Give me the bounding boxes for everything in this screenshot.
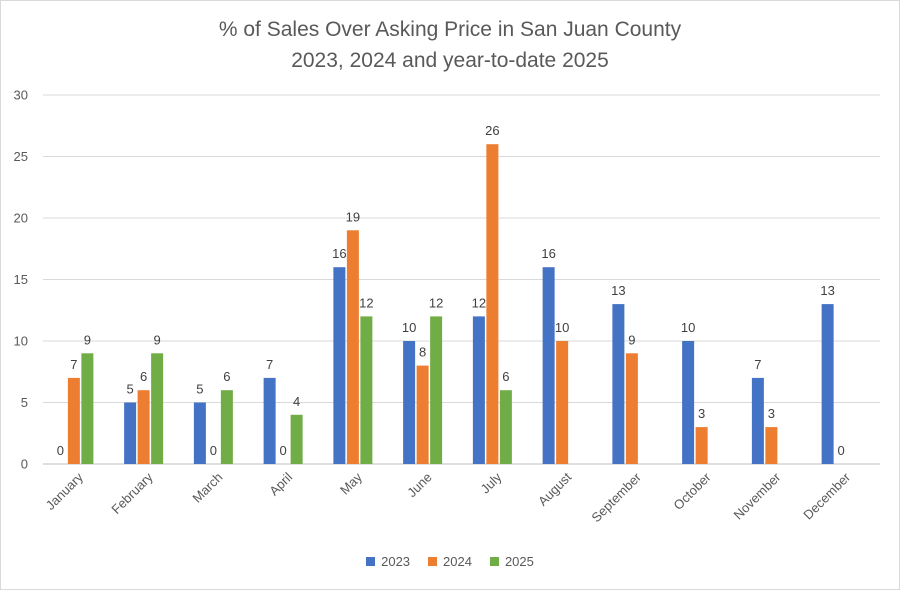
x-tick-label: July xyxy=(478,469,505,496)
x-tick-label: August xyxy=(535,469,574,508)
data-label: 16 xyxy=(541,246,555,261)
y-tick-label: 15 xyxy=(14,272,28,287)
data-label: 16 xyxy=(332,246,346,261)
x-tick-label: September xyxy=(588,469,644,525)
chart-legend: 2023 2024 2025 xyxy=(0,554,900,569)
data-label: 4 xyxy=(293,394,300,409)
data-label: 5 xyxy=(127,382,134,397)
x-tick-label: February xyxy=(108,469,156,517)
bar xyxy=(346,230,359,464)
y-tick-label: 0 xyxy=(21,457,28,472)
legend-label: 2023 xyxy=(381,554,411,569)
bar xyxy=(695,427,708,464)
x-tick-label: April xyxy=(266,469,295,498)
bar xyxy=(625,353,638,464)
bar xyxy=(486,144,499,464)
y-tick-label: 5 xyxy=(21,395,28,410)
data-label: 5 xyxy=(196,382,203,397)
bar xyxy=(124,402,137,464)
legend-item: 2023 xyxy=(366,554,410,569)
data-label: 12 xyxy=(359,295,373,310)
data-label: 13 xyxy=(611,283,625,298)
legend-swatch xyxy=(428,557,438,566)
bar xyxy=(67,377,80,464)
data-label: 0 xyxy=(838,443,845,458)
bar xyxy=(612,304,625,464)
bar xyxy=(193,402,206,464)
bar xyxy=(430,316,443,464)
data-label: 10 xyxy=(681,320,695,335)
y-tick-label: 20 xyxy=(14,211,28,226)
data-label: 6 xyxy=(223,369,230,384)
legend-swatch xyxy=(489,557,499,566)
x-tick-label: January xyxy=(43,469,87,513)
bar xyxy=(220,390,233,464)
bar xyxy=(499,390,512,464)
data-label: 7 xyxy=(754,357,761,372)
bar xyxy=(151,353,164,464)
chart-subtitle: 2023, 2024 and year-to-date 2025 xyxy=(291,49,609,72)
legend-label: 2024 xyxy=(443,554,472,569)
bar xyxy=(542,267,555,464)
data-label: 7 xyxy=(266,357,273,372)
bar xyxy=(263,377,276,464)
data-label: 12 xyxy=(429,295,443,310)
data-label: 3 xyxy=(698,406,705,421)
bar xyxy=(751,377,764,464)
bar xyxy=(682,341,695,464)
legend-label: 2025 xyxy=(504,554,534,569)
data-label: 12 xyxy=(472,295,486,310)
data-label: 6 xyxy=(502,369,509,384)
x-tick-label: May xyxy=(337,469,365,497)
bar xyxy=(81,353,94,464)
chart-title-block: % of Sales Over Asking Price in San Juan… xyxy=(0,14,900,76)
y-tick-label: 30 xyxy=(14,88,28,103)
bar xyxy=(333,267,346,464)
legend-swatch xyxy=(366,557,376,566)
bar xyxy=(821,304,834,464)
x-tick-label: December xyxy=(800,469,853,522)
data-label: 6 xyxy=(140,369,147,384)
data-label: 9 xyxy=(628,332,635,347)
data-label: 0 xyxy=(210,443,217,458)
bar xyxy=(416,365,429,464)
bar xyxy=(556,341,569,464)
data-label: 7 xyxy=(70,357,77,372)
legend-item: 2024 xyxy=(428,554,472,569)
bar xyxy=(765,427,778,464)
data-label: 13 xyxy=(820,283,834,298)
y-tick-label: 25 xyxy=(14,149,28,164)
bar xyxy=(472,316,485,464)
bar xyxy=(360,316,373,464)
data-label: 26 xyxy=(485,123,499,138)
data-label: 10 xyxy=(555,320,569,335)
legend-item: 2025 xyxy=(489,554,534,569)
x-tick-label: June xyxy=(404,470,435,501)
bar xyxy=(137,390,150,464)
data-label: 9 xyxy=(154,332,161,347)
bar xyxy=(403,341,416,464)
x-tick-label: March xyxy=(189,470,225,506)
chart-title: % of Sales Over Asking Price in San Juan… xyxy=(218,18,682,41)
x-tick-label: November xyxy=(730,469,783,522)
data-label: 8 xyxy=(419,345,426,360)
bar xyxy=(290,414,303,464)
x-tick-label: October xyxy=(670,469,714,513)
data-label: 10 xyxy=(402,320,416,335)
data-label: 0 xyxy=(280,443,287,458)
data-label: 19 xyxy=(346,209,360,224)
data-label: 0 xyxy=(57,443,64,458)
data-label: 3 xyxy=(768,406,775,421)
y-tick-label: 10 xyxy=(14,334,28,349)
data-label: 9 xyxy=(84,332,91,347)
